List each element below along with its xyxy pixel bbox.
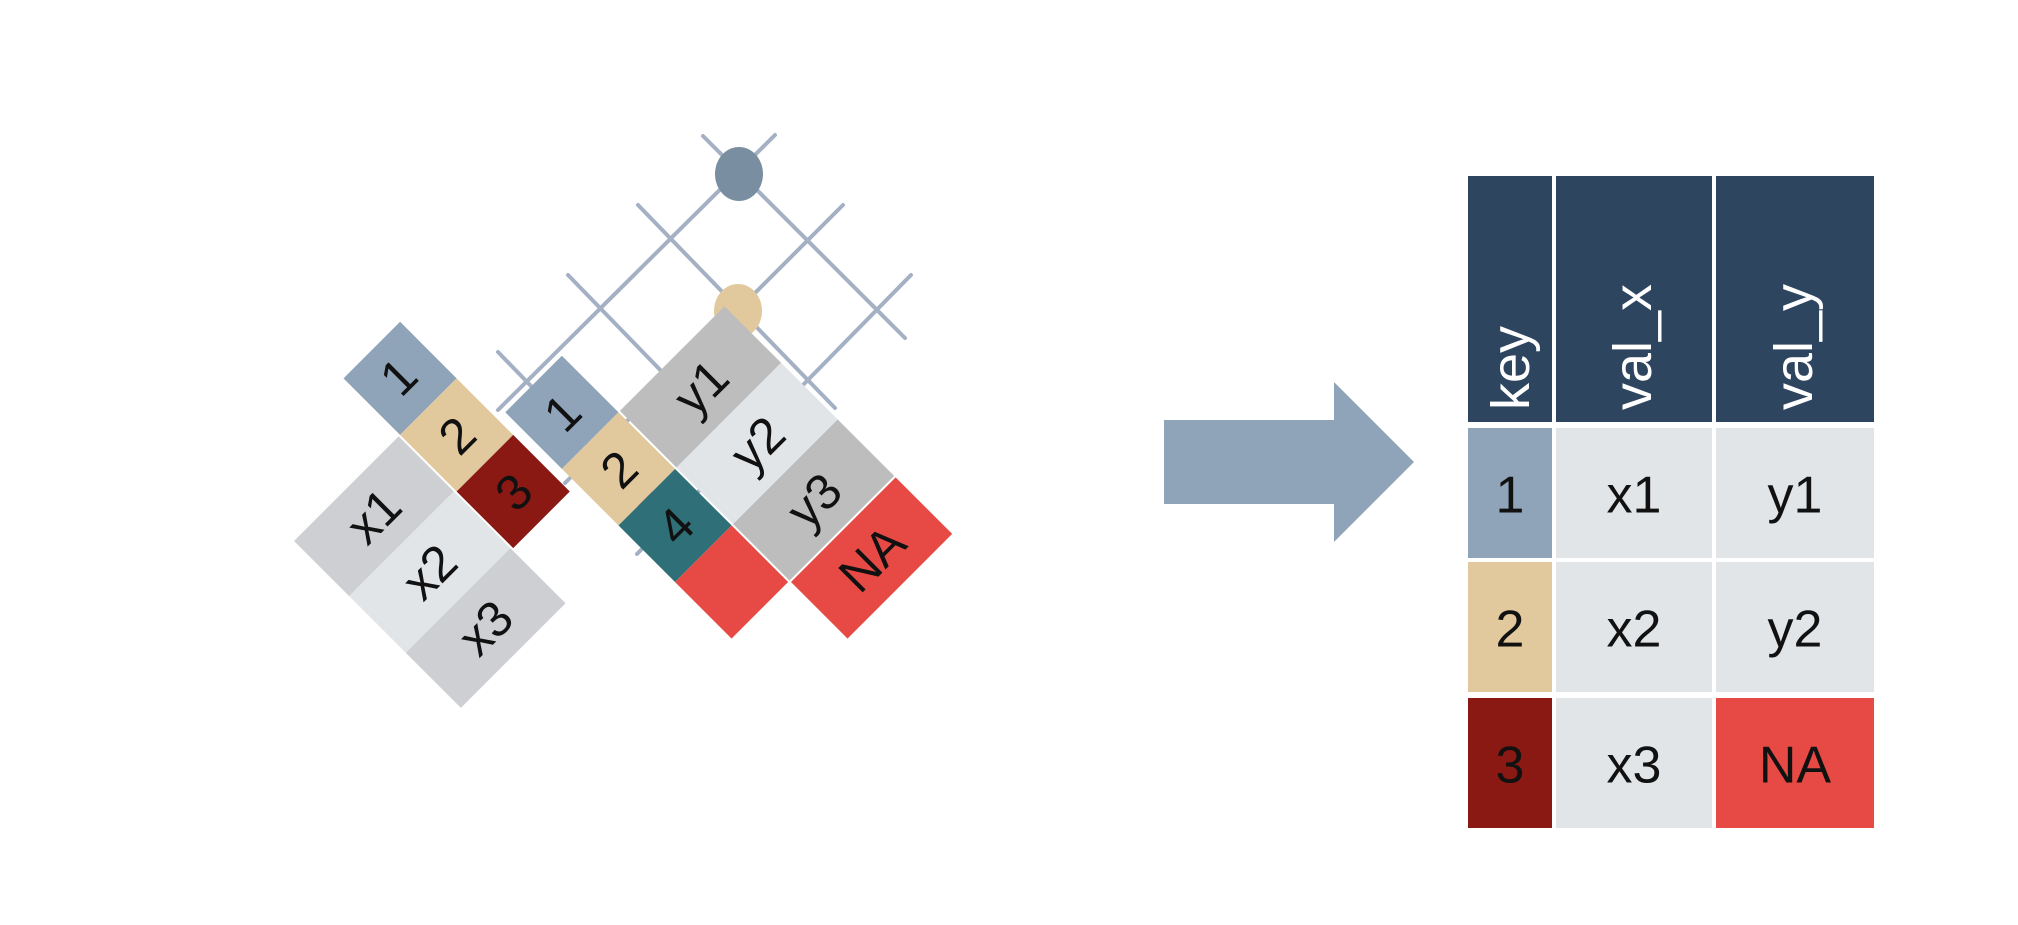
result-row3-val-x-cell (1556, 698, 1712, 828)
left-value-cell-2 (349, 491, 511, 653)
right-missing-value-cell (790, 477, 953, 639)
left-value-cell-1 (294, 436, 454, 597)
result-row2-val-x: x2 (1607, 601, 1662, 659)
left-table: 1 2 3 x1 x2 x3 (294, 321, 570, 708)
result-row2-val-y: y2 (1768, 601, 1823, 659)
result-header-val-y-label: val_y (1764, 284, 1824, 410)
result-row1-val-x: x1 (1607, 467, 1662, 525)
result-row2-val-y-cell (1716, 562, 1874, 692)
result-row3-key-cell (1468, 698, 1552, 828)
right-arrow-icon (1164, 382, 1414, 542)
result-row2-key-cell (1468, 562, 1552, 692)
result-header-val-y (1716, 176, 1874, 422)
result-row3-val-y: NA (1759, 737, 1832, 795)
result-header-val-x-label: val_x (1603, 284, 1663, 410)
result-header-key-label: key (1481, 326, 1541, 410)
result-row1-val-y-cell (1716, 428, 1874, 558)
result-row2-val-x-cell (1556, 562, 1712, 692)
left-value-cell-3 (405, 548, 566, 708)
match-dot-key-1 (715, 147, 763, 201)
result-header-val-x (1556, 176, 1712, 422)
result-row3-val-y-cell (1716, 698, 1874, 828)
result-row1-key: 1 (1496, 467, 1525, 525)
right-value-cell-1 (619, 306, 782, 468)
result-row3-key: 3 (1496, 737, 1525, 795)
result-row1-val-y: y1 (1768, 467, 1823, 525)
result-row1-val-x-cell (1556, 428, 1712, 558)
result-header-key (1468, 176, 1552, 422)
result-row2-key: 2 (1496, 601, 1525, 659)
result-row3-val-x: x3 (1607, 737, 1662, 795)
result-table: key val_x val_y 1 x1 y1 2 x2 y2 3 x3 NA (1468, 176, 1874, 828)
right-value-cell-2 (676, 362, 838, 525)
result-row1-key-cell (1468, 428, 1552, 558)
right-value-cell-3 (732, 419, 895, 581)
